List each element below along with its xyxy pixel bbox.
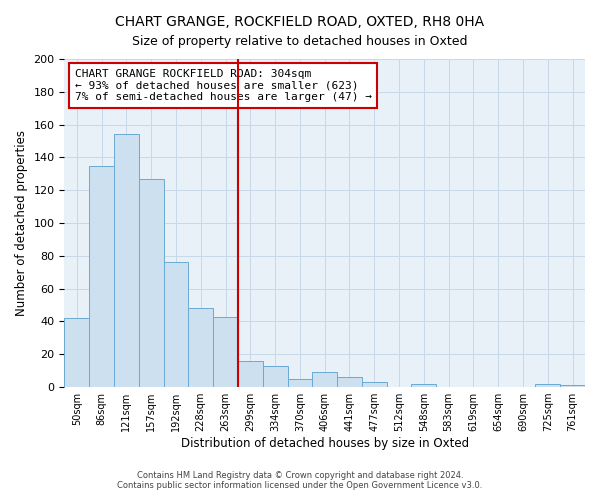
Bar (560, 386, 585, 387)
Bar (337, 377, 362, 387)
Y-axis label: Number of detached properties: Number of detached properties (15, 130, 28, 316)
Bar (287, 379, 313, 387)
Bar (313, 372, 337, 387)
Bar (213, 316, 238, 387)
Bar (535, 384, 560, 387)
Text: CHART GRANGE, ROCKFIELD ROAD, OXTED, RH8 0HA: CHART GRANGE, ROCKFIELD ROAD, OXTED, RH8… (115, 15, 485, 29)
Bar (362, 382, 386, 387)
Bar (89, 166, 114, 387)
Text: CHART GRANGE ROCKFIELD ROAD: 304sqm
← 93% of detached houses are smaller (623)
7: CHART GRANGE ROCKFIELD ROAD: 304sqm ← 93… (75, 69, 372, 102)
Bar (238, 361, 263, 387)
Bar (412, 384, 436, 387)
Text: Size of property relative to detached houses in Oxted: Size of property relative to detached ho… (132, 35, 468, 48)
Bar (263, 366, 287, 387)
Bar (64, 318, 89, 387)
Text: Contains HM Land Registry data © Crown copyright and database right 2024.
Contai: Contains HM Land Registry data © Crown c… (118, 470, 482, 490)
Bar (164, 262, 188, 387)
Bar (114, 134, 139, 387)
X-axis label: Distribution of detached houses by size in Oxted: Distribution of detached houses by size … (181, 437, 469, 450)
Bar (139, 179, 164, 387)
Bar (188, 308, 213, 387)
